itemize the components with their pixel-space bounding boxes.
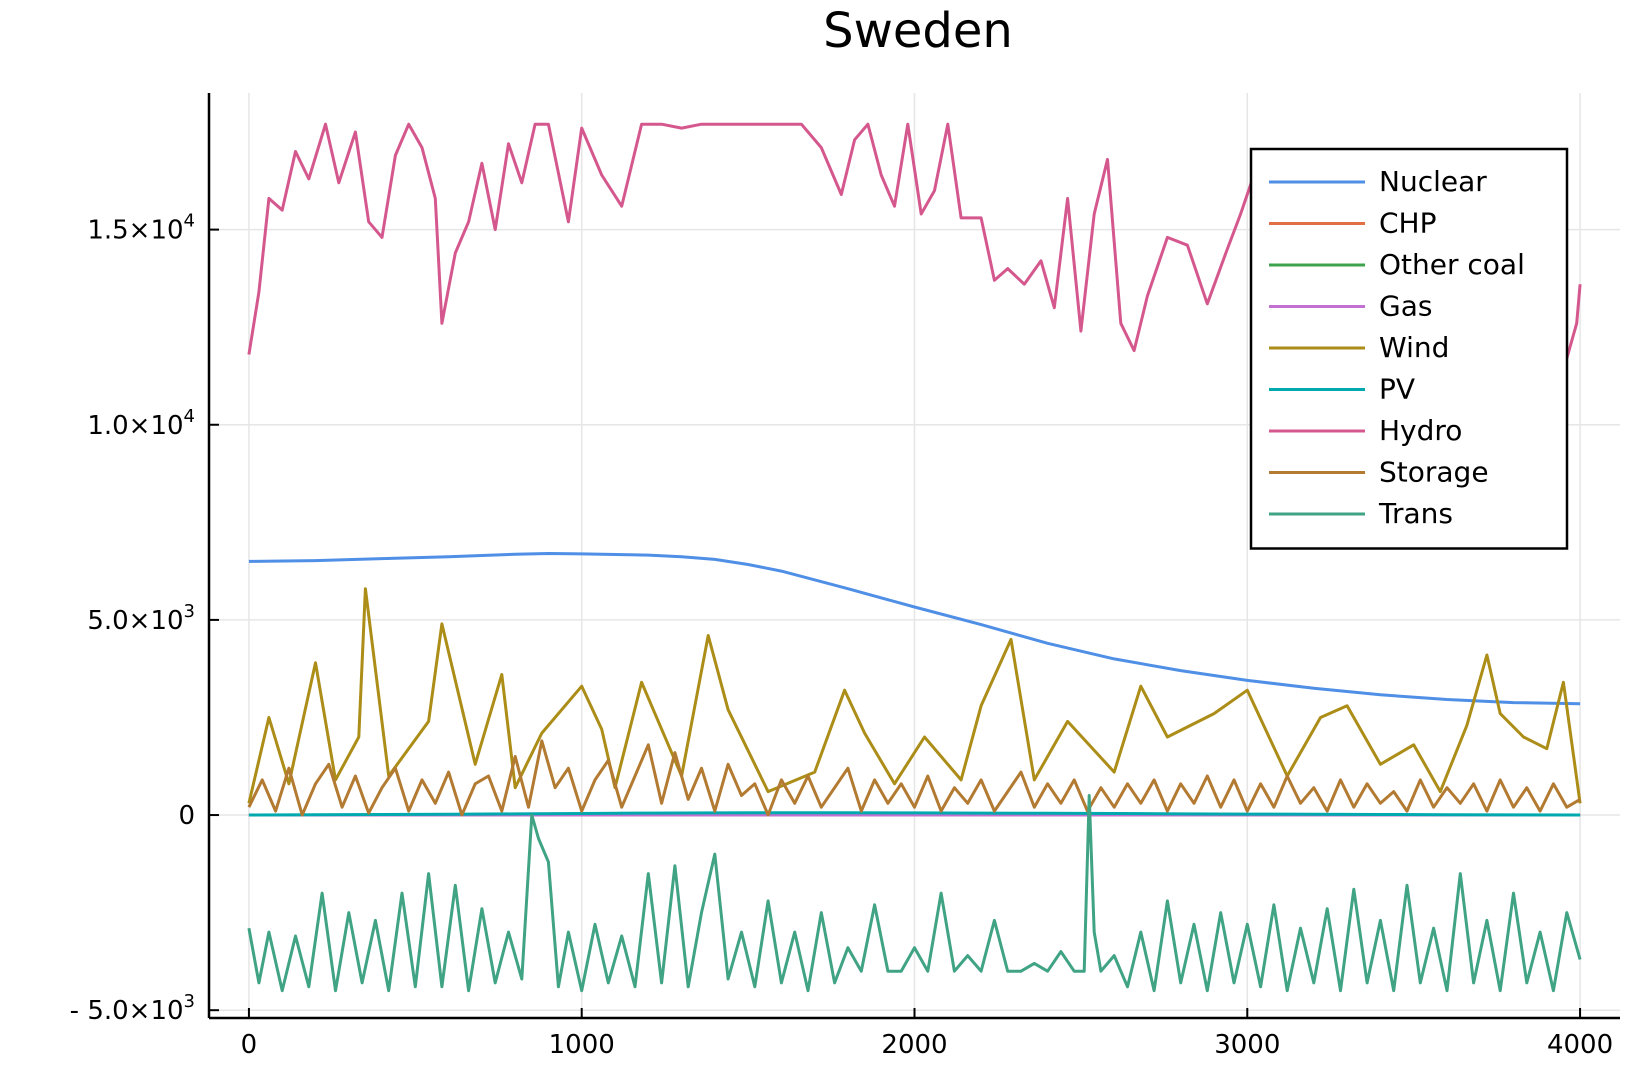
y-tick-label: 1.0×104 <box>87 406 195 441</box>
legend-label: Trans <box>1378 497 1453 530</box>
series-line-pv <box>248 811 1581 817</box>
legend-label: CHP <box>1379 207 1437 240</box>
series-line-wind <box>247 587 1582 804</box>
x-tick-label: 1000 <box>549 1030 615 1060</box>
y-tick-label: 5.0×103 <box>87 601 195 636</box>
chart-title: Sweden <box>823 3 1013 59</box>
series-line-storage <box>247 739 1581 817</box>
y-tick-label: 1.5×104 <box>87 211 195 246</box>
y-tick-label: 0 <box>178 801 195 831</box>
legend-label: Hydro <box>1379 414 1462 447</box>
legend-label: Nuclear <box>1379 165 1487 198</box>
x-tick-label: 3000 <box>1214 1030 1280 1060</box>
legend: Nuclear CHP Other coal Gas Wind PV Hydro Storag… <box>1249 147 1569 550</box>
series-layer <box>247 122 1582 993</box>
series-line-trans <box>247 794 1582 993</box>
x-tick-label: 0 <box>241 1030 258 1060</box>
x-tick-label: 2000 <box>881 1030 947 1060</box>
x-tick-label: 4000 <box>1547 1030 1613 1060</box>
ticks: 0 1000 2000 3000 4000 - 5.0×103 0 5.0×103 1.0×10… <box>70 211 1613 1060</box>
legend-label: Gas <box>1379 290 1432 323</box>
y-tick-label: - 5.0×103 <box>70 991 195 1026</box>
legend-label: Other coal <box>1379 248 1525 281</box>
legend-label: Storage <box>1379 456 1489 489</box>
series-line-nuclear <box>248 552 1581 706</box>
legend-label: Wind <box>1379 331 1449 364</box>
legend-label: PV <box>1379 373 1415 406</box>
